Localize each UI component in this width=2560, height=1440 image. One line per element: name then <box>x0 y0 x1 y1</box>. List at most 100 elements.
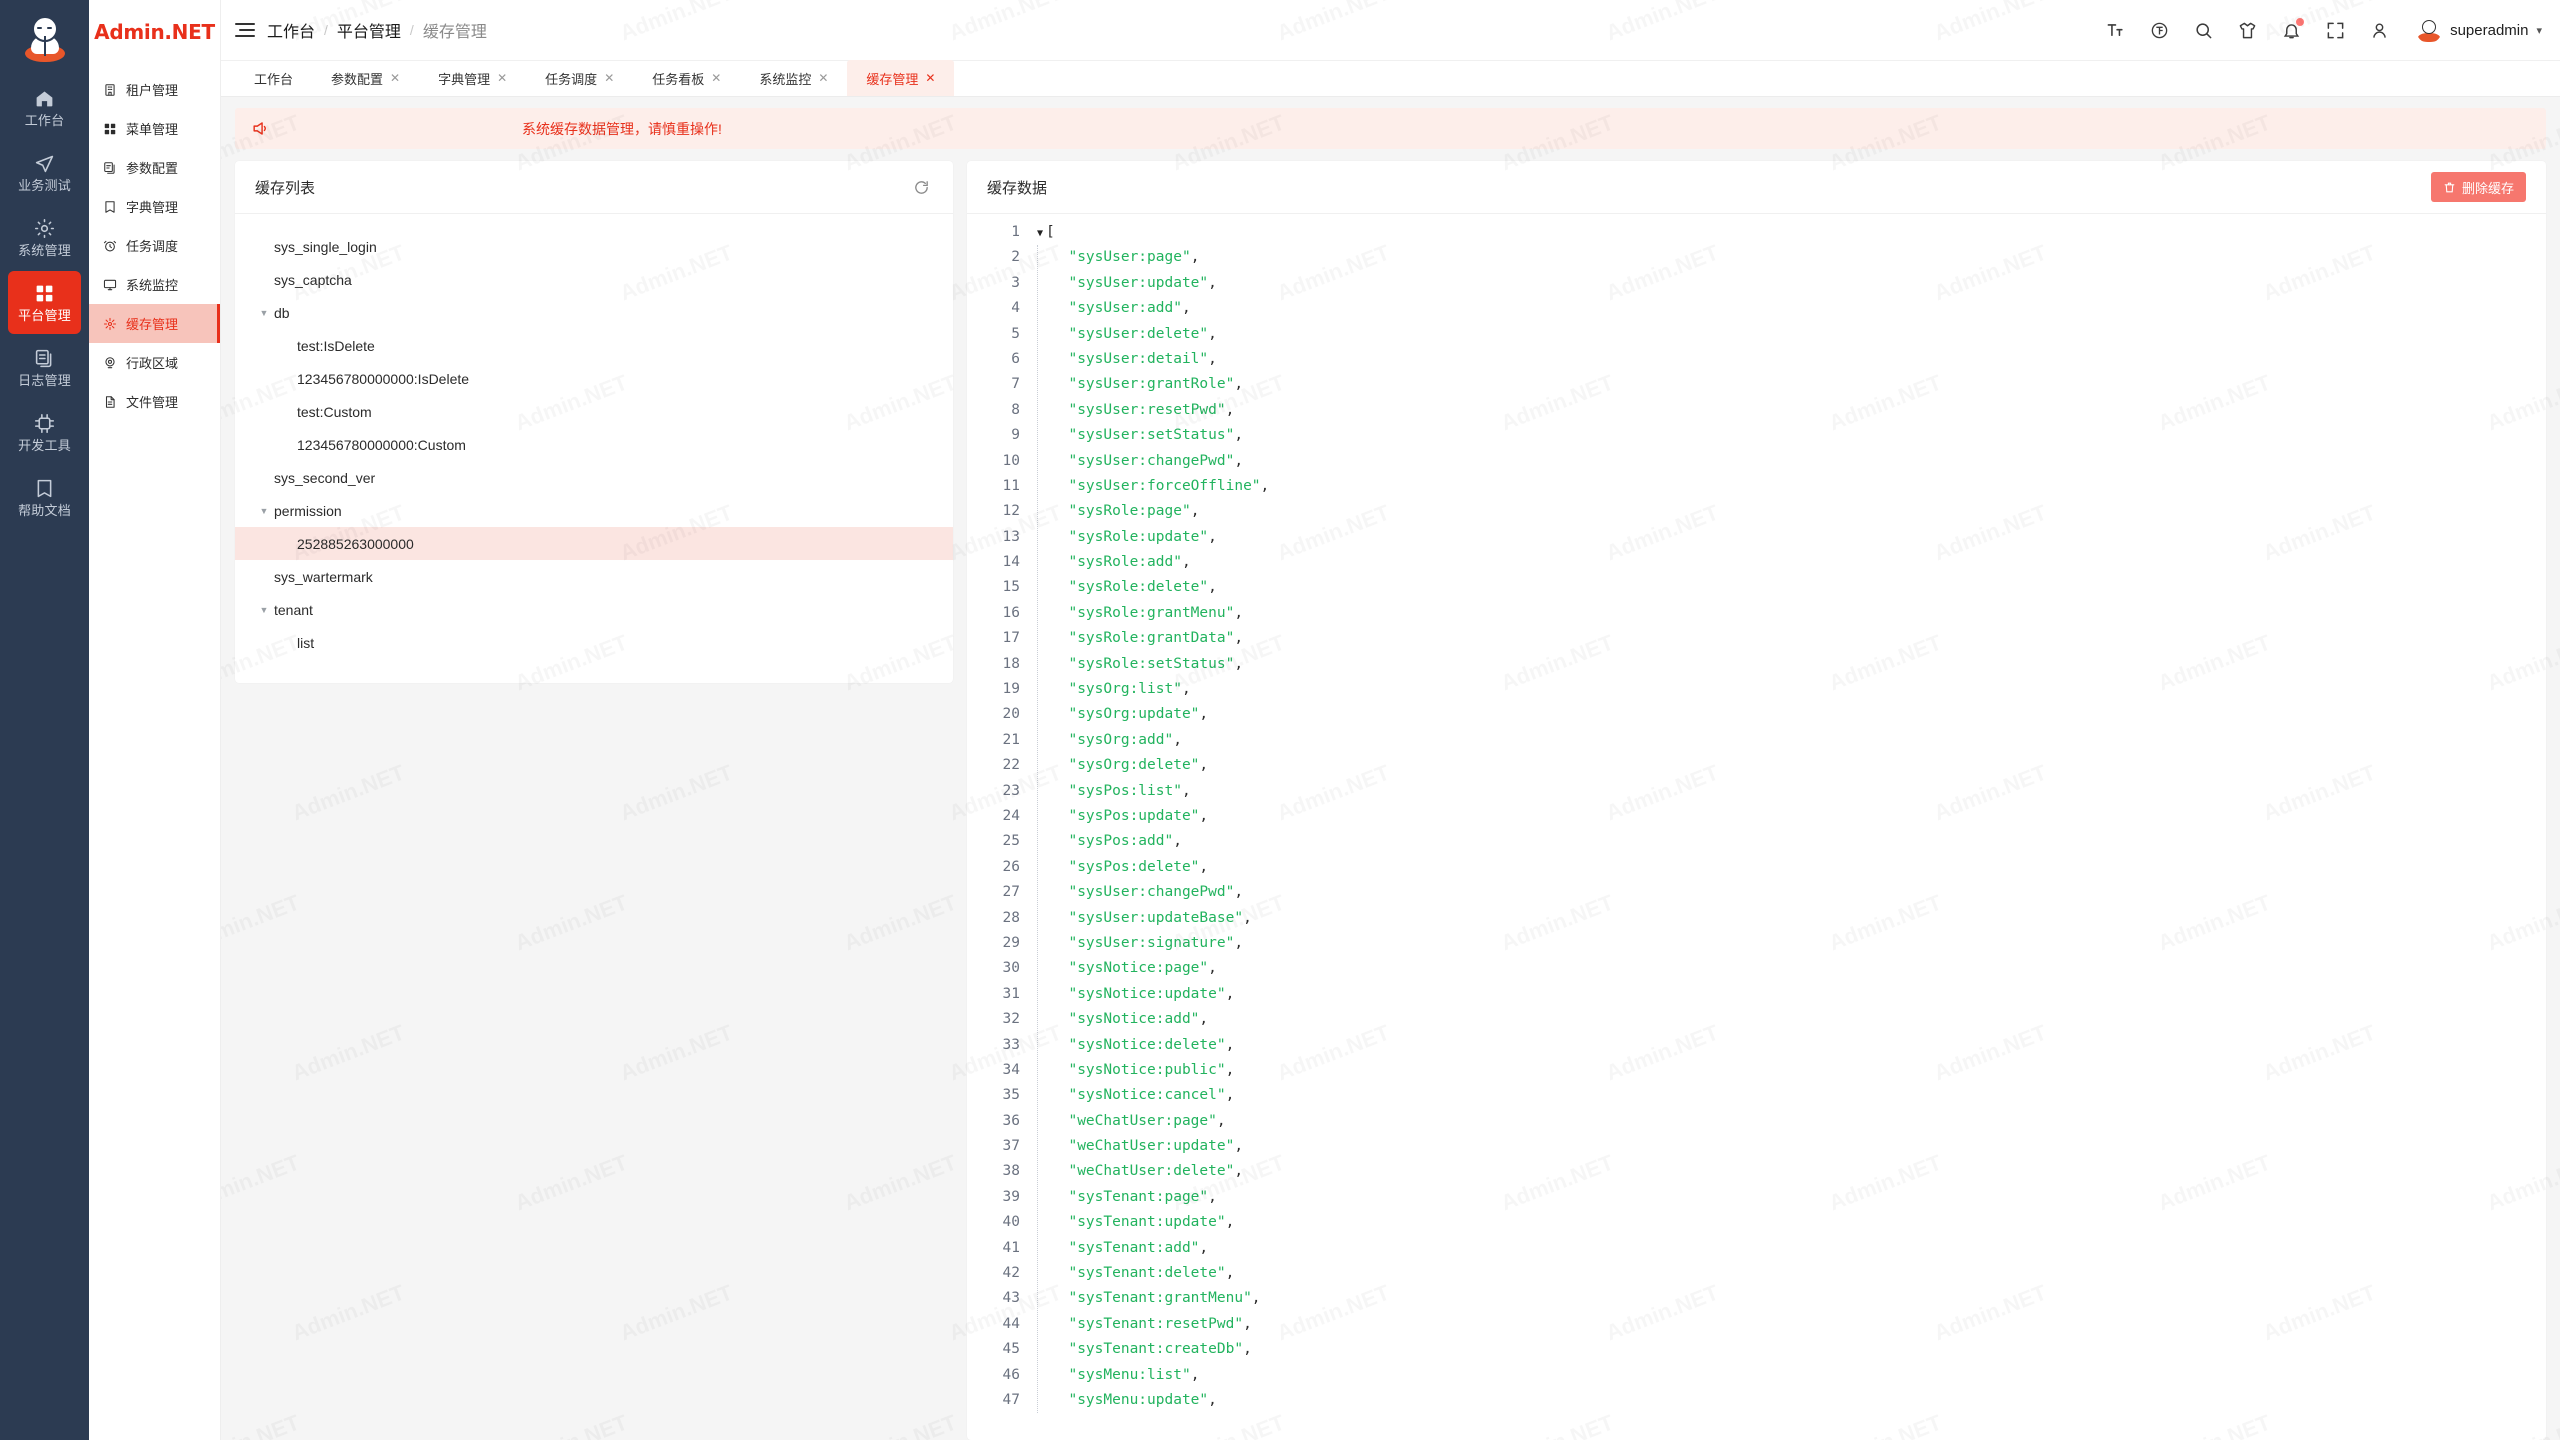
line-number: 10 <box>1002 452 1020 469</box>
close-icon[interactable]: ✕ <box>497 71 508 85</box>
line-number: 25 <box>1002 833 1020 850</box>
grid-icon <box>103 122 117 136</box>
code-line: "sysUser:detail", <box>1068 350 1217 367</box>
rail-item-2[interactable]: 业务测试 <box>8 141 81 204</box>
tab-2[interactable]: 参数配置 ✕ <box>312 60 419 96</box>
line-number: 7 <box>1011 376 1020 393</box>
language-icon[interactable] <box>2148 19 2170 41</box>
fold-caret-icon[interactable]: ▼ <box>1037 228 1044 239</box>
sidebar-item-2[interactable]: 菜单管理 <box>89 109 220 148</box>
rail-item-4[interactable]: 平台管理 <box>8 271 81 334</box>
line-number: 19 <box>1002 681 1020 698</box>
sidebar-toggle-icon[interactable] <box>233 18 257 42</box>
tree-leaf[interactable]: list <box>235 626 953 659</box>
theme-shirt-icon[interactable] <box>2236 19 2258 41</box>
search-icon[interactable] <box>2192 19 2214 41</box>
line-number: 5 <box>1011 325 1020 342</box>
close-icon[interactable]: ✕ <box>925 71 936 85</box>
location-icon <box>103 356 117 370</box>
chevron-down-icon[interactable]: ▼ <box>259 604 269 615</box>
code-line: "weChatUser:delete", <box>1068 1163 1244 1180</box>
breadcrumb-item-2[interactable]: 平台管理 <box>336 24 401 41</box>
tree-branch[interactable]: ▼ tenant <box>235 593 953 626</box>
tree-branch[interactable]: ▼ db <box>235 296 953 329</box>
tree-node-label: tenant <box>274 601 313 618</box>
tree-leaf[interactable]: test:IsDelete <box>235 329 953 362</box>
chevron-down-icon[interactable]: ▾ <box>2536 24 2542 37</box>
line-number: 29 <box>1002 934 1020 951</box>
tab-4[interactable]: 任务调度 ✕ <box>526 60 633 96</box>
brand-title: Admin.NET <box>94 20 215 44</box>
line-number: 44 <box>1002 1315 1020 1332</box>
line-number: 15 <box>1002 579 1020 596</box>
line-number: 16 <box>1002 604 1020 621</box>
tree-leaf[interactable]: sys_second_ver <box>235 461 953 494</box>
code-line: "sysTenant:update", <box>1068 1214 1235 1231</box>
user-menu[interactable]: superadmin ▾ <box>2416 17 2542 43</box>
chevron-down-icon[interactable]: ▼ <box>259 307 269 318</box>
line-number: 3 <box>1011 274 1020 291</box>
top-header: 工作台 / 平台管理 / 缓存管理 <box>221 0 2560 61</box>
chevron-down-icon[interactable]: ▼ <box>259 505 269 516</box>
line-number: 28 <box>1002 909 1020 926</box>
code-line: "sysRole:grantData", <box>1068 630 1244 647</box>
json-code[interactable]: ▼[ "sysUser:page", "sysUser:update", "sy… <box>1033 220 2546 1414</box>
tree-branch[interactable]: ▼ permission <box>235 494 953 527</box>
rail-item-6[interactable]: 开发工具 <box>8 401 81 464</box>
sidebar-item-9[interactable]: 文件管理 <box>89 382 220 421</box>
sidebar-item-3[interactable]: 参数配置 <box>89 148 220 187</box>
line-number: 33 <box>1002 1036 1020 1053</box>
sidebar-item-5[interactable]: 任务调度 <box>89 226 220 265</box>
bell-icon[interactable] <box>2280 18 2305 41</box>
alarm-icon <box>103 239 117 253</box>
code-line: "sysOrg:delete", <box>1068 757 1209 774</box>
book-icon <box>34 478 55 499</box>
delete-cache-button[interactable]: 删除缓存 <box>2430 172 2526 202</box>
close-icon[interactable]: ✕ <box>711 71 722 85</box>
tab-3[interactable]: 字典管理 ✕ <box>419 60 526 96</box>
user-icon[interactable] <box>2368 19 2390 41</box>
sidebar-item-4[interactable]: 字典管理 <box>89 187 220 226</box>
tree-leaf[interactable]: sys_single_login <box>235 230 953 263</box>
line-number: 8 <box>1011 401 1020 418</box>
rail-item-3[interactable]: 系统管理 <box>8 206 81 269</box>
breadcrumb-item-1[interactable]: 工作台 <box>267 24 316 41</box>
font-size-icon[interactable] <box>2104 19 2126 41</box>
code-line: "sysUser:signature", <box>1068 934 1244 951</box>
close-icon[interactable]: ✕ <box>604 71 615 85</box>
code-line: "sysNotice:public", <box>1068 1061 1235 1078</box>
rail-item-7[interactable]: 帮助文档 <box>8 466 81 529</box>
tree-leaf[interactable]: 123456780000000:Custom <box>235 428 953 461</box>
refresh-icon[interactable] <box>909 175 933 199</box>
tree-node-label: test:IsDelete <box>297 337 375 354</box>
code-line: "weChatUser:page", <box>1068 1112 1226 1129</box>
tree-node-label: sys_single_login <box>274 238 377 255</box>
tab-6[interactable]: 系统监控 ✕ <box>740 60 847 96</box>
tree-leaf[interactable]: test:Custom <box>235 395 953 428</box>
line-number: 12 <box>1002 503 1020 520</box>
tree-leaf[interactable]: 123456780000000:IsDelete <box>235 362 953 395</box>
rail-item-5[interactable]: 日志管理 <box>8 336 81 399</box>
primary-sidebar: 工作台 业务测试 系统管理 平台管理 日志管理开发工具帮助文档 <box>0 0 89 1440</box>
close-icon[interactable]: ✕ <box>390 71 401 85</box>
breadcrumb-separator: / <box>324 22 328 38</box>
rail-item-label: 帮助文档 <box>18 503 71 518</box>
close-icon[interactable]: ✕ <box>818 71 829 85</box>
sidebar-item-7[interactable]: 缓存管理 <box>89 304 220 343</box>
line-number: 40 <box>1002 1214 1020 1231</box>
tree-leaf[interactable]: sys_wartermark <box>235 560 953 593</box>
tab-1[interactable]: 工作台 <box>235 60 312 96</box>
code-line: "sysTenant:add", <box>1068 1239 1209 1256</box>
json-editor[interactable]: 1 2 3 4 5 6 7 8 9 10 11 12 13 14 15 16 17 18 19 20 21 22 23 24 2… <box>967 214 2546 1440</box>
sidebar-item-8[interactable]: 行政区域 <box>89 343 220 382</box>
sidebar-item-6[interactable]: 系统监控 <box>89 265 220 304</box>
rail-item-1[interactable]: 工作台 <box>8 76 81 139</box>
tab-5[interactable]: 任务看板 ✕ <box>633 60 740 96</box>
sidebar-item-1[interactable]: 租户管理 <box>89 70 220 109</box>
sidebar-item-label: 行政区域 <box>126 356 179 371</box>
tab-7[interactable]: 缓存管理 ✕ <box>847 60 955 96</box>
tree-leaf[interactable]: sys_captcha <box>235 263 953 296</box>
fullscreen-icon[interactable] <box>2324 19 2346 41</box>
rail-item-label: 开发工具 <box>18 438 71 453</box>
tree-leaf[interactable]: 252885263000000 <box>235 527 953 560</box>
